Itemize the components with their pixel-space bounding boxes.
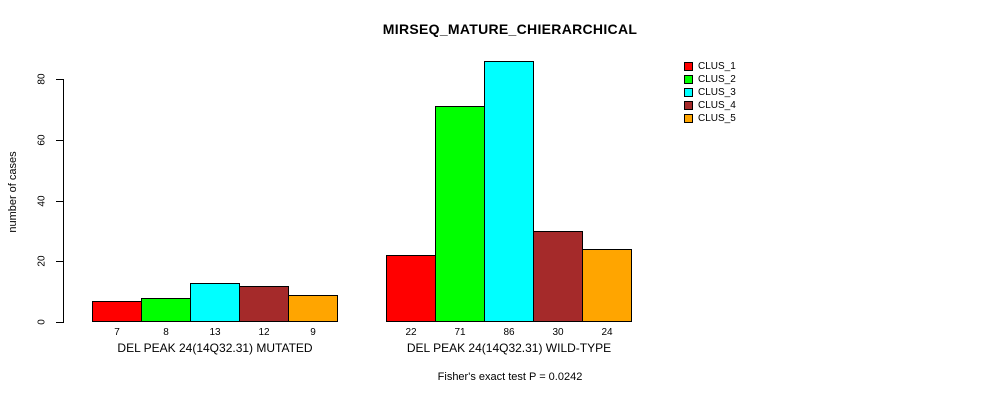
bar-value-label: 12 xyxy=(258,327,270,338)
legend-label-clus_2: CLUS_2 xyxy=(698,74,736,85)
annotation-text: Fisher's exact test P = 0.0242 xyxy=(437,371,583,383)
y-axis-tick-label: 0 xyxy=(36,319,48,325)
chart-title: MIRSEQ_MATURE_CHIERARCHICAL xyxy=(382,21,638,37)
legend-item: CLUS_3 xyxy=(684,86,736,99)
legend-label-clus_5: CLUS_5 xyxy=(698,113,736,124)
y-axis-tick xyxy=(56,200,63,202)
y-axis-tick xyxy=(56,139,63,141)
legend-label-clus_4: CLUS_4 xyxy=(698,100,736,111)
y-axis-tick-label: 60 xyxy=(36,134,48,146)
bar-clus_3-group1 xyxy=(190,282,240,322)
y-axis-line xyxy=(63,79,64,323)
y-axis-tick-label: 80 xyxy=(36,73,48,85)
bar-value-label: 30 xyxy=(552,327,564,338)
bar-clus_5-group2 xyxy=(582,249,632,322)
bar-clus_2-group2 xyxy=(435,106,485,322)
y-axis-tick xyxy=(56,322,63,323)
bar-value-label: 24 xyxy=(601,327,613,338)
y-axis-label: number of cases xyxy=(7,151,19,233)
bar-clus_5-group1 xyxy=(288,294,338,322)
bar-clus_1-group2 xyxy=(386,255,436,322)
x-group-label: DEL PEAK 24(14Q32.31) MUTATED xyxy=(117,341,313,355)
legend-swatch-clus_3 xyxy=(684,88,693,97)
y-axis-tick-label: 20 xyxy=(36,255,48,267)
bar-value-label: 9 xyxy=(310,327,316,338)
bar-value-label: 8 xyxy=(163,327,169,338)
bar-value-label: 7 xyxy=(114,327,120,338)
x-group-label: DEL PEAK 24(14Q32.31) WILD-TYPE xyxy=(406,341,612,355)
legend-item: CLUS_4 xyxy=(684,99,736,112)
legend-item: CLUS_5 xyxy=(684,112,736,125)
bar-value-label: 13 xyxy=(209,327,221,338)
y-axis-tick-label: 40 xyxy=(36,194,48,207)
legend-swatch-clus_4 xyxy=(684,101,693,110)
legend-item: CLUS_2 xyxy=(684,73,736,86)
legend-label-clus_3: CLUS_3 xyxy=(698,87,736,98)
bar-value-label: 71 xyxy=(454,327,466,338)
legend-item: CLUS_1 xyxy=(684,60,736,73)
legend-label-clus_1: CLUS_1 xyxy=(698,61,736,72)
bar-clus_2-group1 xyxy=(141,297,191,322)
legend-swatch-clus_2 xyxy=(684,75,693,84)
bar-clus_3-group2 xyxy=(484,60,534,322)
legend-swatch-clus_1 xyxy=(684,62,693,71)
y-axis-tick xyxy=(56,261,63,263)
bar-value-label: 86 xyxy=(503,327,515,338)
bar-value-label: 22 xyxy=(405,327,417,338)
y-axis-tick xyxy=(56,79,63,80)
bar-clus_1-group1 xyxy=(92,300,142,322)
bar-clus_4-group1 xyxy=(239,285,289,322)
legend-swatch-clus_5 xyxy=(684,114,693,123)
bar-clus_4-group2 xyxy=(533,230,583,322)
